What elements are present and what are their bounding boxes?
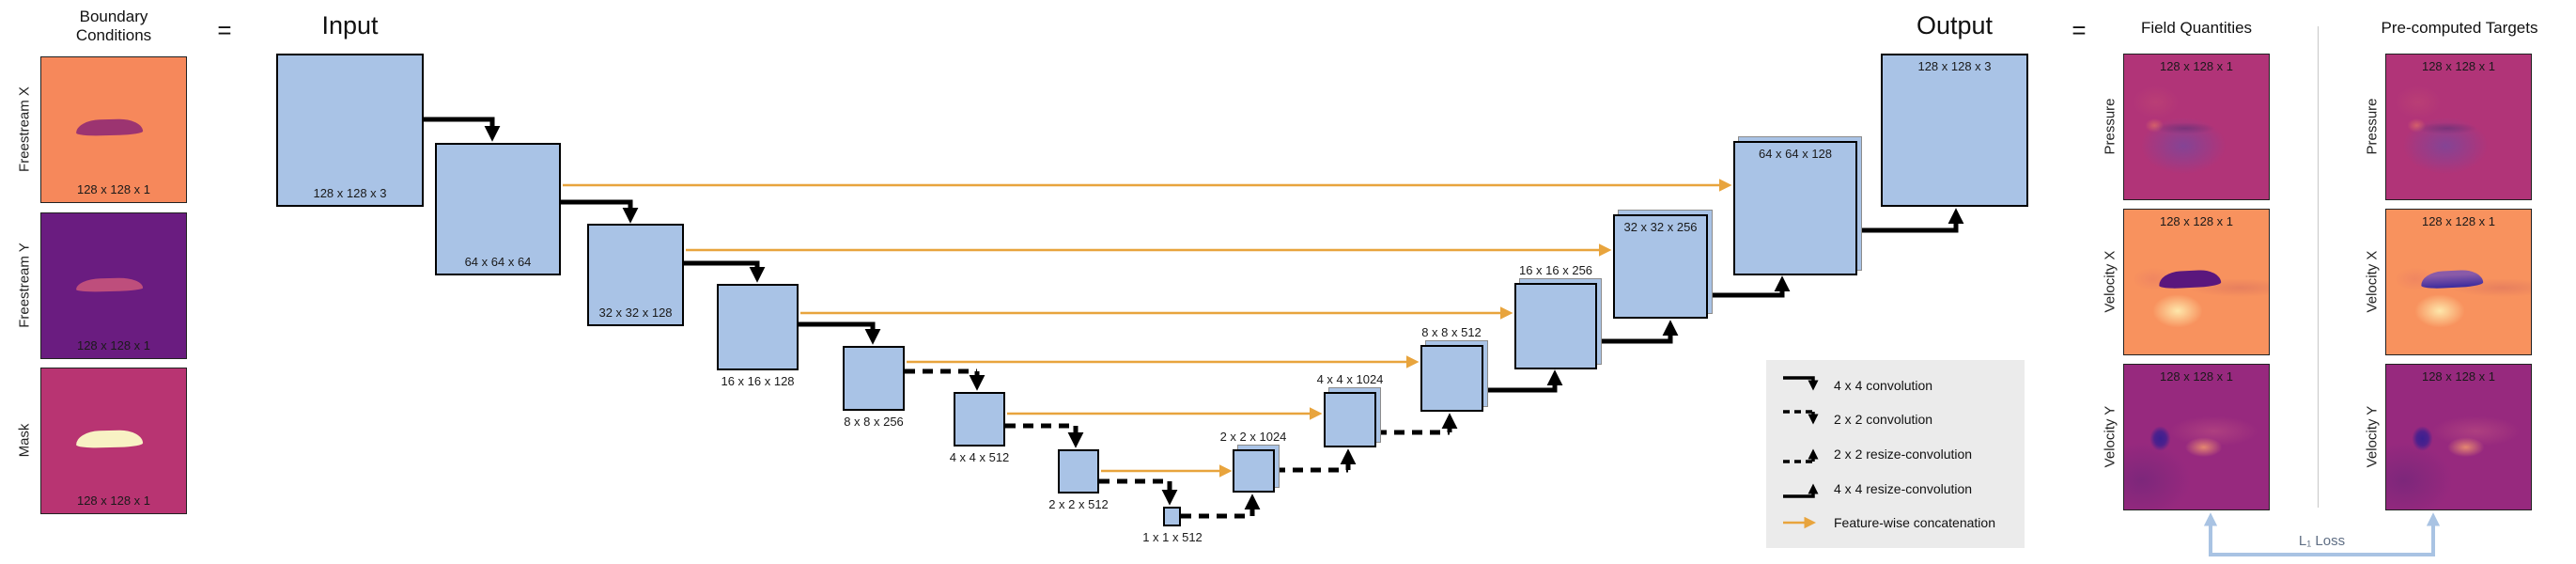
equals-sign-right: = (2072, 16, 2087, 44)
legend-item-resize2: 2 x 2 resize-convolution (1766, 439, 2025, 469)
unet-box-enc-32 (587, 224, 684, 326)
legend-label: 2 x 2 convolution (1834, 412, 1933, 428)
unet-box-label: 1 x 1 x 512 (1142, 530, 1203, 544)
unet-box-dec-16 (1514, 283, 1597, 369)
row-label-target-velocity-y: Velocity Y (2364, 405, 2381, 468)
airfoil-shape (2158, 268, 2222, 290)
legend-item-resize4: 4 x 4 resize-convolution (1766, 474, 2025, 504)
row-label-mask: Mask (16, 423, 33, 458)
input-title: Input (321, 11, 379, 39)
airfoil-shape (75, 277, 143, 293)
image-dims: 128 x 128 x 1 (2421, 369, 2496, 384)
airfoil-shape (75, 118, 143, 137)
unet-box-dec-8 (1420, 345, 1483, 412)
image-dims: 128 x 128 x 1 (2159, 59, 2234, 73)
solid-down-arrow-icon (1783, 375, 1819, 391)
target-velocity-y-image: 128 x 128 x 1 (2385, 364, 2532, 510)
column-divider (2318, 26, 2319, 508)
target-pressure-image: 128 x 128 x 1 (2385, 54, 2532, 200)
image-dims: 128 x 128 x 1 (2159, 369, 2234, 384)
row-label-target-pressure: Pressure (2364, 98, 2381, 155)
image-dims: 128 x 128 x 1 (2159, 214, 2234, 228)
unet-box-dec-4 (1324, 392, 1376, 447)
unet-box-label: 128 x 128 x 3 (1917, 59, 1992, 73)
legend-item-concat: Feature-wise concatenation (1766, 508, 2025, 538)
unet-box-label: 4 x 4 x 1024 (1316, 372, 1384, 386)
legend-item-conv2: 2 x 2 convolution (1766, 404, 2025, 434)
unet-box-dec-2 (1233, 449, 1275, 493)
conv-2x2-arrows (905, 368, 1178, 506)
row-label-pressure: Pressure (2102, 98, 2118, 155)
unet-box-label: 2 x 2 x 1024 (1219, 430, 1287, 444)
output-title: Output (1916, 11, 1994, 39)
unet-box-output (1881, 54, 2028, 207)
unet-box-enc-8 (843, 346, 905, 411)
unet-box-enc-4 (954, 392, 1005, 446)
unet-box-enc-64 (435, 143, 561, 275)
legend: 4 x 4 convolution 2 x 2 convolution 2 x … (1766, 360, 2025, 548)
legend-item-conv4: 4 x 4 convolution (1766, 370, 2025, 400)
orange-right-arrow-icon (1783, 517, 1816, 529)
boundary-conditions-title: Boundary Conditions (75, 8, 152, 45)
unet-box-bottleneck (1163, 507, 1181, 526)
legend-label: 2 x 2 resize-convolution (1834, 446, 1973, 462)
image-dims: 128 x 128 x 1 (2421, 214, 2496, 228)
dashed-up-arrow-icon (1783, 448, 1819, 463)
field-quantities-title: Field Quantities (2140, 19, 2253, 37)
unet-box-label: 16 x 16 x 128 (721, 374, 795, 388)
freestream-y-image: 128 x 128 x 1 (40, 212, 187, 359)
unet-box-label: 2 x 2 x 512 (1048, 497, 1109, 511)
unet-box-enc-16 (717, 284, 799, 370)
mask-image: 128 x 128 x 1 (40, 368, 187, 514)
legend-label: Feature-wise concatenation (1834, 515, 1995, 531)
airfoil-shape (2420, 268, 2484, 290)
field-velocity-y-image: 128 x 128 x 1 (2123, 364, 2270, 510)
unet-box-dec-64 (1733, 141, 1857, 275)
image-dims: 128 x 128 x 1 (76, 182, 151, 196)
unet-box-label: 64 x 64 x 128 (1758, 147, 1833, 161)
row-label-target-velocity-x: Velocity X (2364, 250, 2381, 313)
unet-box-dec-32 (1613, 214, 1708, 319)
legend-label: 4 x 4 convolution (1834, 377, 1933, 393)
unet-box-label: 4 x 4 x 512 (949, 450, 1010, 464)
freestream-x-image: 128 x 128 x 1 (40, 56, 187, 203)
unet-box-label: 64 x 64 x 64 (464, 255, 532, 269)
airfoil-shape (75, 430, 144, 449)
field-velocity-x-image: 128 x 128 x 1 (2123, 209, 2270, 355)
l1-loss-label: L₁ Loss (2298, 533, 2346, 549)
image-dims: 128 x 128 x 1 (76, 494, 151, 508)
unet-box-label: 8 x 8 x 512 (1421, 325, 1482, 339)
equals-sign-left: = (217, 16, 232, 44)
row-label-freestream-y: Freestream Y (16, 243, 33, 328)
row-label-velocity-x: Velocity X (2102, 250, 2118, 313)
unet-box-label: 16 x 16 x 256 (1518, 263, 1593, 277)
target-velocity-x-image: 128 x 128 x 1 (2385, 209, 2532, 355)
legend-label: 4 x 4 resize-convolution (1834, 480, 1973, 496)
image-dims: 128 x 128 x 1 (2421, 59, 2496, 73)
unet-box-label: 32 x 32 x 128 (598, 306, 673, 320)
dashed-down-arrow-icon (1783, 410, 1819, 425)
unet-box-input (276, 54, 424, 207)
unet-box-label: 32 x 32 x 256 (1623, 220, 1698, 234)
row-label-velocity-y: Velocity Y (2102, 405, 2118, 468)
solid-up-arrow-icon (1783, 483, 1819, 498)
unet-box-label: 128 x 128 x 3 (313, 186, 387, 200)
image-dims: 128 x 128 x 1 (76, 338, 151, 352)
row-label-freestream-x: Freestream X (16, 86, 33, 172)
field-pressure-image: 128 x 128 x 1 (2123, 54, 2270, 200)
unet-box-enc-2 (1058, 449, 1099, 494)
precomputed-targets-title: Pre-computed Targets (2381, 19, 2538, 37)
unet-box-label: 8 x 8 x 256 (844, 415, 904, 429)
